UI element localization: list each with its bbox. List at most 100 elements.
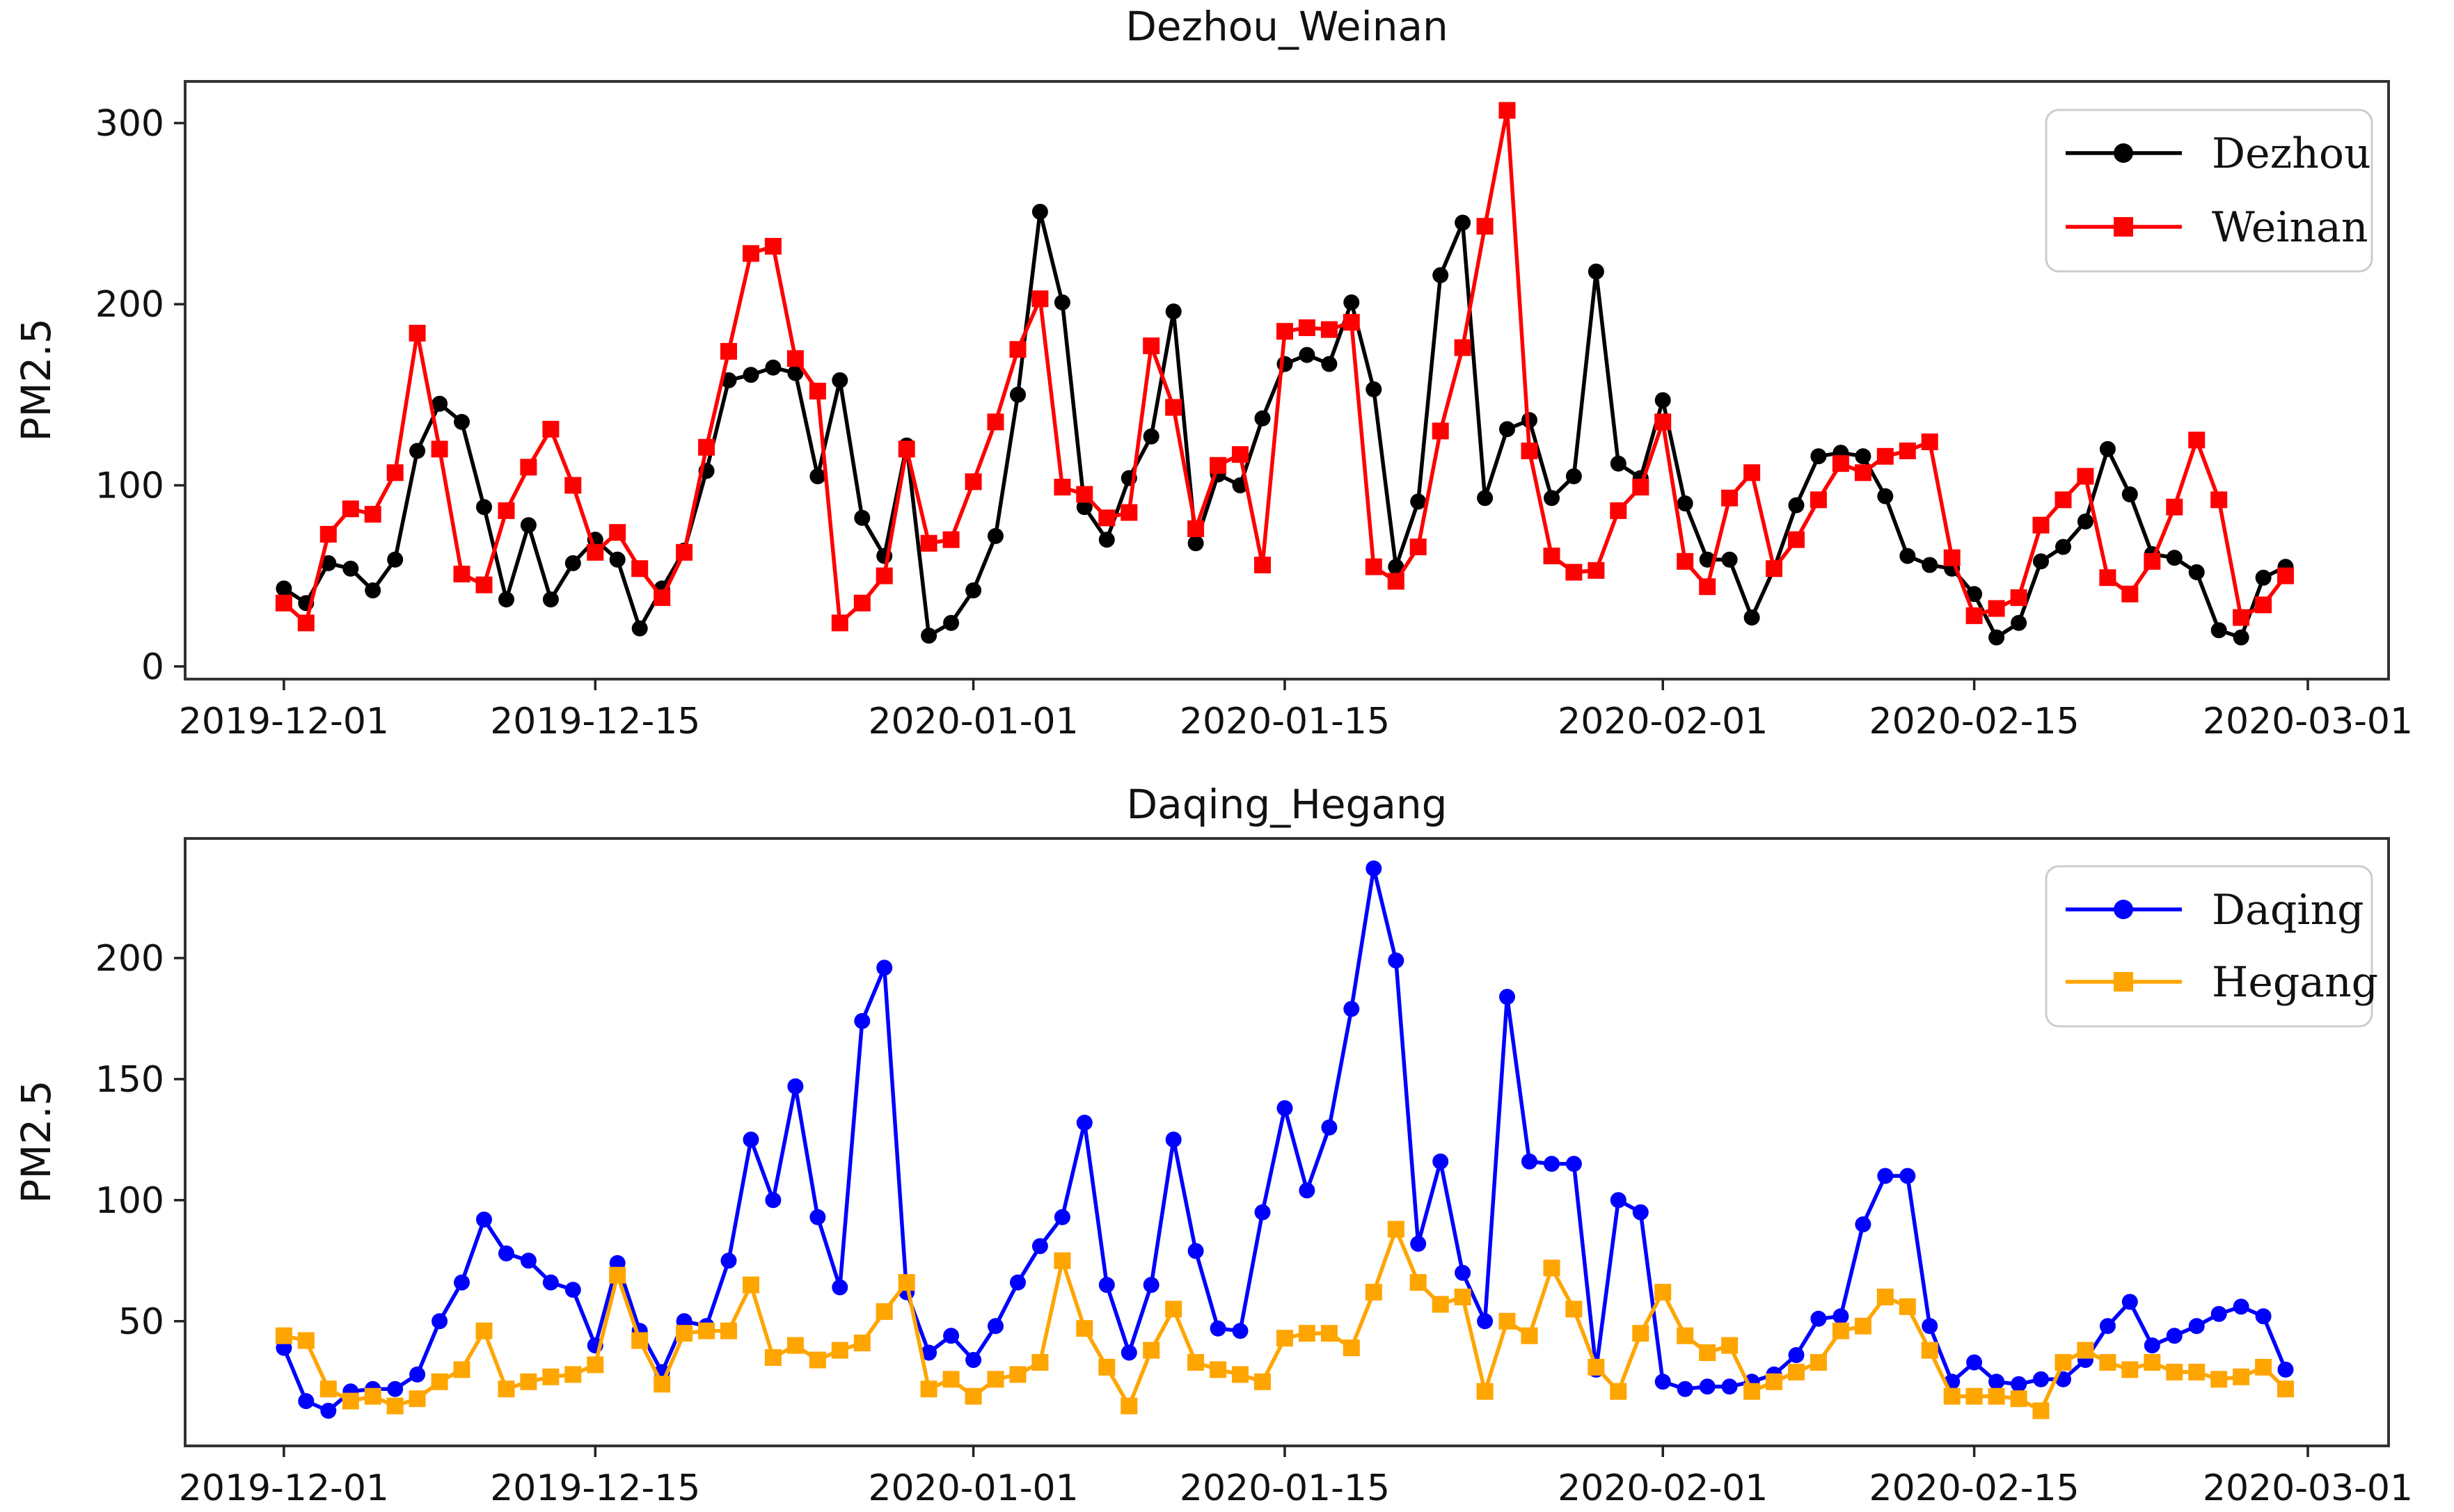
data-point-circle bbox=[2166, 1328, 2183, 1344]
data-point-circle bbox=[2188, 1318, 2205, 1335]
data-point-square bbox=[275, 1327, 292, 1344]
series-markers-weinan bbox=[275, 102, 2294, 632]
data-point-circle bbox=[1076, 1115, 1093, 1131]
data-point-circle bbox=[1031, 203, 1048, 220]
data-point-circle bbox=[498, 591, 514, 607]
data-point-square bbox=[2233, 609, 2250, 626]
data-point-square bbox=[1276, 1330, 1293, 1347]
data-point-square bbox=[1387, 573, 1404, 590]
data-point-square bbox=[743, 245, 759, 262]
data-point-circle bbox=[876, 960, 893, 976]
data-point-square bbox=[1988, 1387, 2005, 1405]
data-point-circle bbox=[1855, 1216, 1871, 1233]
data-point-square bbox=[1320, 321, 1338, 338]
data-point-square bbox=[743, 1276, 759, 1294]
data-point-circle bbox=[2011, 1376, 2027, 1392]
x-tick-label: 2019-12-15 bbox=[490, 701, 700, 742]
data-point-square bbox=[342, 1392, 359, 1410]
data-point-circle bbox=[921, 628, 937, 644]
data-point-circle bbox=[1365, 381, 1382, 397]
data-point-square bbox=[1076, 1320, 1093, 1337]
data-point-square bbox=[2166, 498, 2183, 516]
series-markers-hegang bbox=[275, 1220, 2294, 1419]
legend-label-dezhou: Dezhou bbox=[2212, 129, 2371, 178]
data-point-square bbox=[1121, 1397, 1138, 1415]
data-point-circle bbox=[1098, 1277, 1115, 1294]
data-point-square bbox=[409, 1390, 426, 1408]
data-point-circle bbox=[1187, 535, 1204, 552]
data-point-square bbox=[2121, 1361, 2139, 1378]
data-point-circle bbox=[2011, 614, 2027, 631]
data-point-circle bbox=[1877, 1168, 1894, 1184]
data-point-square bbox=[1009, 1366, 1027, 1383]
data-point-circle bbox=[1165, 303, 1182, 320]
y-tick-label: 0 bbox=[141, 646, 164, 688]
data-point-circle bbox=[1455, 1264, 1471, 1281]
data-point-square bbox=[1432, 422, 1449, 440]
data-point-square bbox=[498, 502, 515, 519]
data-point-square bbox=[1210, 456, 1227, 474]
data-point-circle bbox=[432, 395, 448, 412]
data-point-square bbox=[1098, 509, 1116, 527]
data-point-circle bbox=[1432, 1153, 1449, 1170]
data-point-square bbox=[2255, 596, 2272, 614]
series-markers-daqing bbox=[276, 860, 2294, 1419]
data-point-square bbox=[453, 566, 470, 582]
data-point-square bbox=[1810, 491, 1827, 509]
data-point-square bbox=[831, 1342, 848, 1359]
data-point-square bbox=[2077, 1342, 2094, 1359]
data-point-circle bbox=[1276, 356, 1293, 372]
data-point-circle bbox=[1966, 1354, 1983, 1371]
data-point-square bbox=[1031, 290, 1049, 308]
data-point-circle bbox=[2033, 553, 2049, 570]
data-point-square bbox=[564, 477, 582, 494]
data-point-square bbox=[542, 420, 560, 438]
x-tick-label: 2020-03-01 bbox=[2203, 701, 2413, 742]
data-point-square bbox=[942, 1371, 960, 1388]
data-point-circle bbox=[1410, 1236, 1427, 1252]
data-point-square bbox=[609, 524, 626, 541]
data-point-square bbox=[1654, 413, 1672, 431]
data-point-circle bbox=[2055, 539, 2071, 555]
data-point-square bbox=[520, 1373, 537, 1390]
data-point-square bbox=[1832, 1322, 1849, 1339]
data-point-square bbox=[920, 1380, 937, 1398]
data-point-square bbox=[364, 506, 381, 523]
data-point-square bbox=[1721, 489, 1739, 507]
plot-area bbox=[184, 837, 2390, 1447]
data-point-circle bbox=[476, 1211, 492, 1228]
data-point-square bbox=[2210, 491, 2228, 509]
data-point-circle bbox=[631, 620, 648, 637]
x-tick-label: 2020-01-15 bbox=[1180, 701, 1390, 742]
data-point-circle bbox=[1343, 294, 1360, 311]
x-tick-label: 2020-02-01 bbox=[1558, 701, 1768, 742]
data-point-square bbox=[1565, 1300, 1583, 1318]
legend-marker-circle bbox=[2114, 900, 2133, 919]
data-point-square bbox=[1721, 1337, 1739, 1354]
data-point-circle bbox=[1254, 1204, 1271, 1220]
data-point-circle bbox=[1877, 488, 1894, 504]
data-point-circle bbox=[609, 551, 626, 568]
data-point-circle bbox=[1922, 557, 1938, 573]
data-point-square bbox=[1054, 1252, 1071, 1269]
data-point-circle bbox=[2255, 569, 2272, 586]
data-point-circle bbox=[2033, 1371, 2049, 1387]
data-point-circle bbox=[476, 499, 492, 516]
data-point-circle bbox=[1010, 1274, 1026, 1291]
top-chart: 0 100 200 300 2019-12-01 2019-12-15 2020-01-01… bbox=[95, 80, 2413, 742]
data-point-square bbox=[1387, 1220, 1404, 1238]
data-point-square bbox=[2099, 569, 2116, 587]
data-point-square bbox=[1254, 1373, 1271, 1390]
data-point-square bbox=[2233, 1368, 2250, 1385]
data-point-square bbox=[386, 1397, 404, 1415]
data-point-square bbox=[1743, 1383, 1761, 1400]
data-point-square bbox=[1543, 548, 1560, 564]
data-point-circle bbox=[2233, 629, 2249, 646]
data-point-square bbox=[1899, 1298, 1916, 1315]
data-point-circle bbox=[1832, 1308, 1849, 1325]
legend-label-weinan: Weinan bbox=[2212, 203, 2368, 252]
plot-area bbox=[184, 80, 2390, 681]
data-point-square bbox=[2077, 468, 2094, 485]
data-point-circle bbox=[765, 1192, 782, 1209]
